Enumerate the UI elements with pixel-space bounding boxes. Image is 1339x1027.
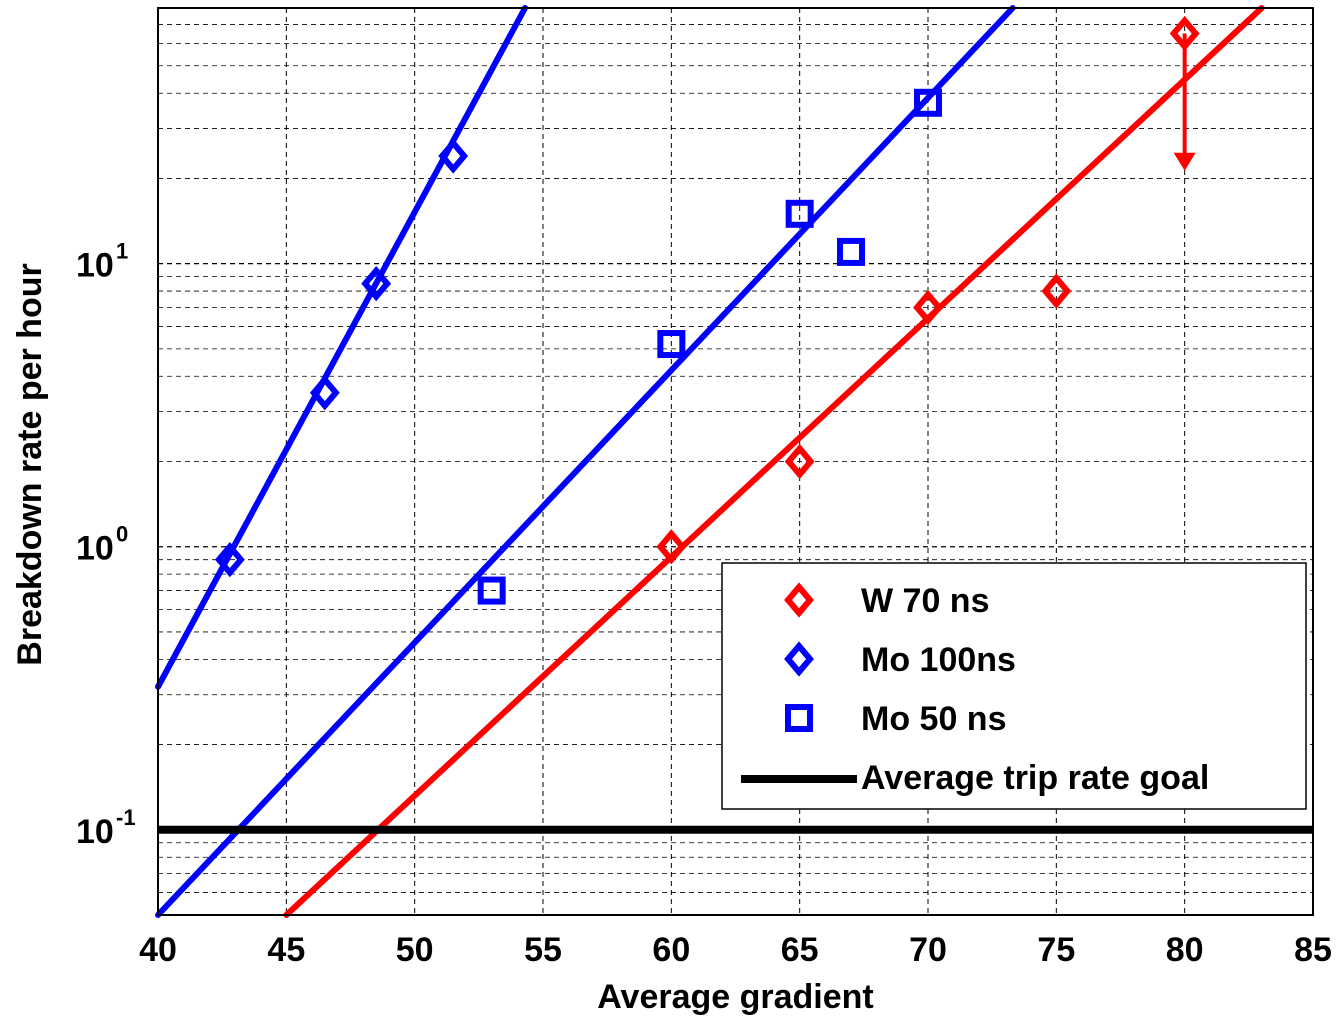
point-w-70-ns — [913, 289, 943, 326]
error-bars — [1173, 33, 1196, 171]
legend-item-mo-100ns-swatch — [784, 641, 814, 677]
y-tick-exponent: -1 — [116, 805, 136, 830]
point-mo-100ns — [214, 542, 245, 578]
x-tick-labels: 40 45 50 55 60 65 70 75 80 85 — [139, 931, 1332, 969]
x-tick-label: 65 — [781, 931, 819, 969]
x-tick-label: 70 — [909, 931, 947, 969]
point-w-70-ns — [1041, 273, 1072, 309]
legend-item-mo-50-ns-swatch — [785, 704, 813, 732]
y-tick-label: 10 — [76, 247, 114, 285]
x-tick-label: 80 — [1166, 931, 1204, 969]
legend: W 70 ns Mo 100ns Mo 50 ns Average trip rate… — [721, 562, 1307, 810]
legend-box — [721, 562, 1307, 810]
y-tick-label: 10 — [76, 813, 114, 851]
point-mo-100ns — [438, 138, 469, 174]
plot-frame — [157, 7, 1314, 916]
legend-item-w-70-ns-swatch — [784, 582, 814, 618]
x-tick-label: 60 — [652, 931, 690, 969]
point-mo-100ns — [361, 265, 392, 302]
y-tick-label: 10 — [76, 530, 114, 568]
x-tick-label: 50 — [396, 931, 434, 969]
fit-lines — [155, 5, 1265, 918]
x-tick-label: 85 — [1294, 931, 1332, 969]
y-axis-label: Breakdown rate per hour — [11, 263, 49, 665]
y-tick-exponent: 0 — [116, 522, 128, 547]
data-points — [214, 15, 1200, 605]
y-tick-exponent: 1 — [116, 239, 128, 264]
point-w-70-ns — [1169, 15, 1200, 52]
fit-line — [283, 5, 1265, 918]
point-mo-100ns — [309, 375, 340, 411]
x-axis-label: Average gradient — [597, 978, 874, 1016]
point-mo-50-ns — [837, 237, 865, 266]
fit-line — [155, 5, 1016, 918]
x-tick-label: 55 — [524, 931, 562, 969]
point-w-70-ns — [784, 443, 815, 480]
x-tick-label: 75 — [1037, 931, 1075, 969]
fit-line — [155, 5, 529, 690]
point-w-70-ns — [656, 529, 687, 565]
point-mo-50-ns — [477, 576, 506, 605]
legend-item-w-70-ns-label: W 70 ns — [861, 582, 989, 620]
point-mo-50-ns — [785, 199, 814, 228]
legend-item-average-trip-rate-goal-label: Average trip rate goal — [861, 759, 1209, 797]
x-tick-label: 40 — [139, 931, 177, 969]
point-mo-50-ns — [914, 88, 942, 117]
legend-item-mo-100ns-label: Mo 100ns — [861, 641, 1016, 679]
legend-item-mo-50-ns-label: Mo 50 ns — [861, 700, 1006, 738]
point-mo-50-ns — [657, 330, 686, 359]
x-tick-label: 45 — [267, 931, 305, 969]
error-bar-arrowhead — [1173, 152, 1196, 171]
